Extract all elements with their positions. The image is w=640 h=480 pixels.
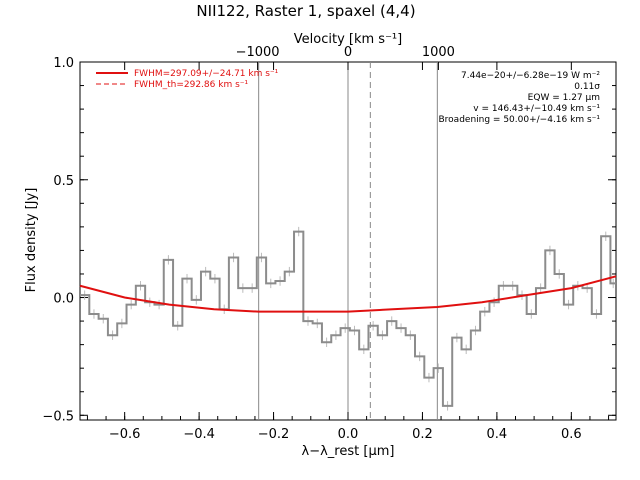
x-tick-label-3: 0.0 <box>338 427 359 442</box>
chart-title: NII122, Raster 1, spaxel (4,4) <box>196 2 415 20</box>
y-tick-label-0: −0.5 <box>42 409 74 424</box>
annotation-1: 0.11σ <box>574 82 600 92</box>
top-tick-label-2: 1000 <box>422 45 455 60</box>
x-tick-label-4: 0.2 <box>412 427 433 442</box>
annotation-2: EQW = 1.27 μm <box>528 93 600 103</box>
top-tick-label-1: 0 <box>344 45 352 60</box>
y-tick-label-3: 1.0 <box>53 56 74 71</box>
y-axis-label: Flux density [Jy] <box>24 188 39 293</box>
annotation-3: v = 146.43+/−10.49 km s⁻¹ <box>473 104 600 114</box>
legend-label-1: FWHM_th=292.86 km s⁻¹ <box>134 80 249 90</box>
x-tick-label-2: −0.2 <box>258 427 290 442</box>
spectrum-line <box>80 230 616 407</box>
x-tick-label-1: −0.4 <box>183 427 215 442</box>
x-tick-label-0: −0.6 <box>109 427 141 442</box>
top-axis-label: Velocity [km s⁻¹] <box>294 32 402 47</box>
annotation-4: Broadening = 50.00+/−4.16 km s⁻¹ <box>439 115 601 125</box>
y-tick-label-2: 0.5 <box>53 174 74 189</box>
annotation-0: 7.44e−20+/−6.28e−19 W m⁻² <box>461 71 600 81</box>
top-tick-label-0: −1000 <box>236 45 280 60</box>
legend-label-0: FWHM=297.09+/−24.71 km s⁻¹ <box>134 69 279 79</box>
x-tick-label-5: 0.4 <box>487 427 508 442</box>
x-axis-label: λ−λ_rest [μm] <box>302 444 395 459</box>
y-tick-label-1: 0.0 <box>53 292 74 307</box>
x-tick-label-6: 0.6 <box>561 427 582 442</box>
fit-curve <box>79 275 617 313</box>
